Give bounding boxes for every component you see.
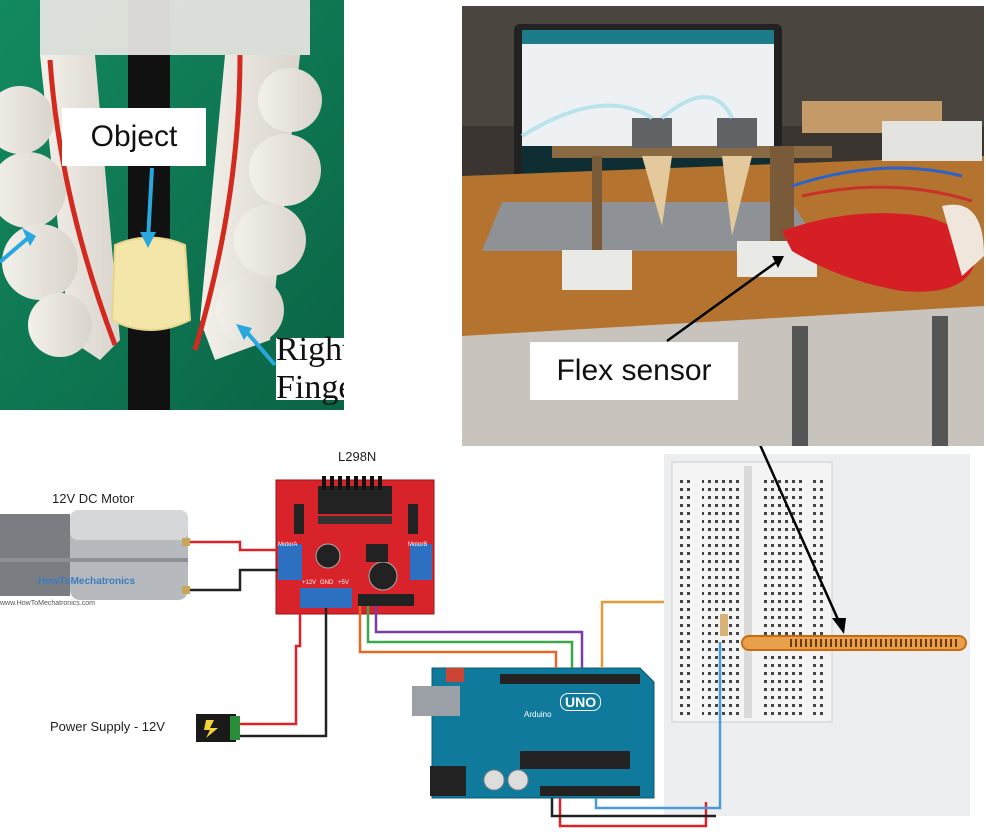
- watermark: HowToMechatronics: [38, 576, 136, 587]
- object-label-text: Object: [90, 120, 178, 153]
- right-finger-label-text: Right Finger: [276, 331, 344, 406]
- l298n-driver: [275, 476, 435, 615]
- motor-label: 12V DC Motor: [52, 491, 135, 506]
- right-finger-label: Right Finger: [276, 331, 344, 406]
- prototype-photo: Flex sensor: [462, 6, 984, 446]
- flex-sensor-label-text: Flex sensor: [556, 354, 712, 387]
- flex-sensor-label: Flex sensor: [530, 342, 738, 400]
- flex-sensor-pointer-bottom: [759, 446, 842, 625]
- arduino-uno: [412, 667, 655, 799]
- power-supply-label: Power Supply - 12V: [50, 719, 165, 734]
- right-finger: [200, 55, 322, 360]
- circuit-wiring: [0, 446, 970, 828]
- red-glove: [782, 213, 974, 292]
- driver-pin-12v: +12V: [302, 580, 317, 586]
- object-arrow: [146, 167, 154, 241]
- watermark-url: www.HowToMechatronics.com: [0, 600, 95, 607]
- object-label: Object: [62, 108, 206, 166]
- driver-output-b: MotorB: [408, 542, 428, 548]
- object-block: [110, 236, 192, 331]
- power-jack: [196, 714, 240, 742]
- resistor: [720, 614, 728, 636]
- driver-output-a: MotorA: [278, 542, 298, 548]
- driver-label: L298N: [338, 449, 377, 464]
- arduino-text: Arduino: [524, 710, 552, 719]
- left-finger-arrow: [0, 236, 30, 264]
- dc-motor: [0, 510, 190, 600]
- arduino-brand: UNO: [560, 693, 602, 711]
- gripper-photo: Object Right Finger: [0, 0, 344, 410]
- flex-sensor-pointer-top: [666, 256, 783, 343]
- right-finger-arrow: [243, 328, 277, 367]
- circuit-diagram: L298N 12V DC Motor Power Supply - 12V Ho…: [0, 446, 986, 840]
- driver-pin-5v: +5V: [338, 580, 349, 586]
- driver-pin-gnd: GND: [320, 580, 334, 586]
- wires: [190, 540, 722, 828]
